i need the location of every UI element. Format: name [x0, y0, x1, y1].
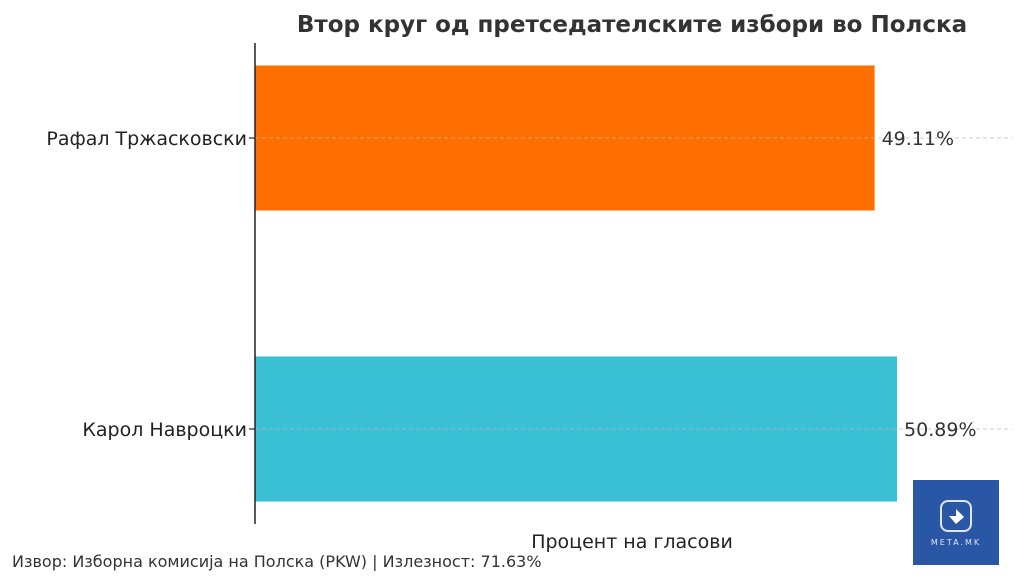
footnote: Извор: Изборна комисија на Полска (PKW) …	[12, 552, 542, 571]
chart-title: Втор круг од претседателските избори во …	[297, 12, 967, 38]
arrow-icon	[940, 500, 972, 532]
y-tick-label: Рафал Тржасковски	[46, 128, 247, 150]
bar	[255, 356, 898, 502]
y-tick-label: Карол Навроцки	[82, 419, 247, 441]
meta-mk-logo: META.MK	[913, 480, 999, 565]
x-axis-label: Процент на гласови	[531, 531, 733, 553]
logo-text: META.MK	[930, 538, 982, 547]
data-label: 50.89%	[904, 419, 976, 441]
data-label: 49.11%	[882, 128, 954, 150]
